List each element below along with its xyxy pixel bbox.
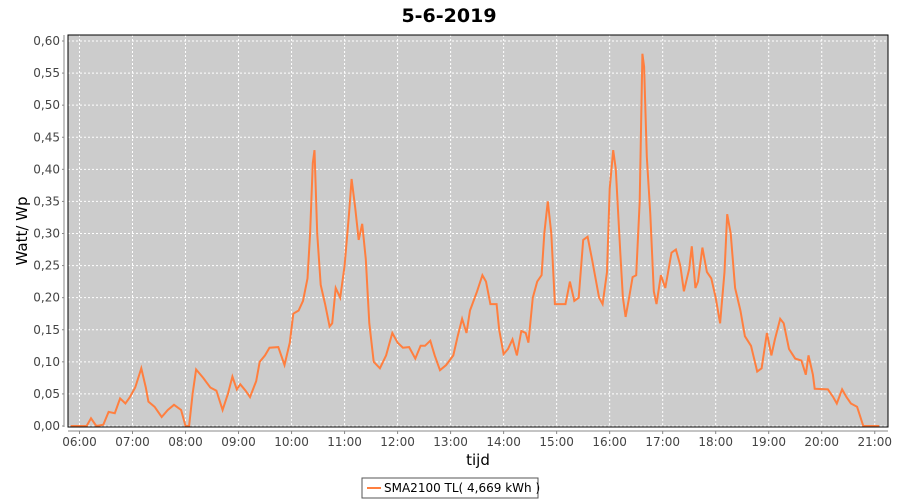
x-tick-label: 16:00 <box>592 435 627 449</box>
x-tick-label: 15:00 <box>539 435 574 449</box>
chart-title: 5-6-2019 <box>401 5 496 27</box>
x-axis: 06:00 07:00 08:00 09:00 10:00 11:00 12:00 13:00… <box>62 430 892 449</box>
grid <box>68 35 888 427</box>
x-tick-label: 10:00 <box>274 435 309 449</box>
y-axis-label: Watt/ Wp <box>13 196 31 265</box>
y-tick-label: 0,00 <box>33 419 60 433</box>
y-tick-label: 0,60 <box>33 34 60 48</box>
x-tick-label: 13:00 <box>433 435 468 449</box>
y-tick-label: 0,30 <box>33 227 60 241</box>
x-tick-label: 06:00 <box>62 435 97 449</box>
y-tick-label: 0,05 <box>33 387 60 401</box>
y-tick-label: 0,20 <box>33 291 60 305</box>
legend-box <box>361 477 539 499</box>
y-tick-label: 0,10 <box>33 355 60 369</box>
x-tick-label: 09:00 <box>221 435 256 449</box>
x-tick-label: 21:00 <box>857 435 892 449</box>
x-tick-label: 19:00 <box>751 435 786 449</box>
plot-background <box>68 35 888 427</box>
x-tick-label: 17:00 <box>645 435 680 449</box>
x-axis-label: tijd <box>466 451 490 469</box>
x-tick-label: 08:00 <box>168 435 203 449</box>
y-tick-label: 0,45 <box>33 130 60 144</box>
y-tick-label: 0,35 <box>33 194 60 208</box>
x-tick-label: 18:00 <box>698 435 733 449</box>
series-line <box>70 53 880 428</box>
x-tick-label: 14:00 <box>486 435 521 449</box>
x-tick-label: 07:00 <box>115 435 150 449</box>
x-tick-label: 20:00 <box>804 435 839 449</box>
legend-label: SMA2100 TL( 4,669 kWh ) <box>384 481 540 495</box>
y-tick-label: 0,55 <box>33 66 60 80</box>
x-tick-label: 12:00 <box>380 435 415 449</box>
y-tick-label: 0,25 <box>33 259 60 273</box>
y-axis: 0,00 0,05 0,10 0,15 0,20 0,25 0,30 0,35 0,40 0,45… <box>33 34 65 433</box>
legend: SMA2100 TL( 4,669 kWh ) <box>361 477 540 499</box>
y-tick-label: 0,40 <box>33 162 60 176</box>
y-tick-label: 0,15 <box>33 323 60 337</box>
x-tick-label: 11:00 <box>327 435 362 449</box>
y-tick-label: 0,50 <box>33 98 60 112</box>
plot-border <box>67 34 889 428</box>
